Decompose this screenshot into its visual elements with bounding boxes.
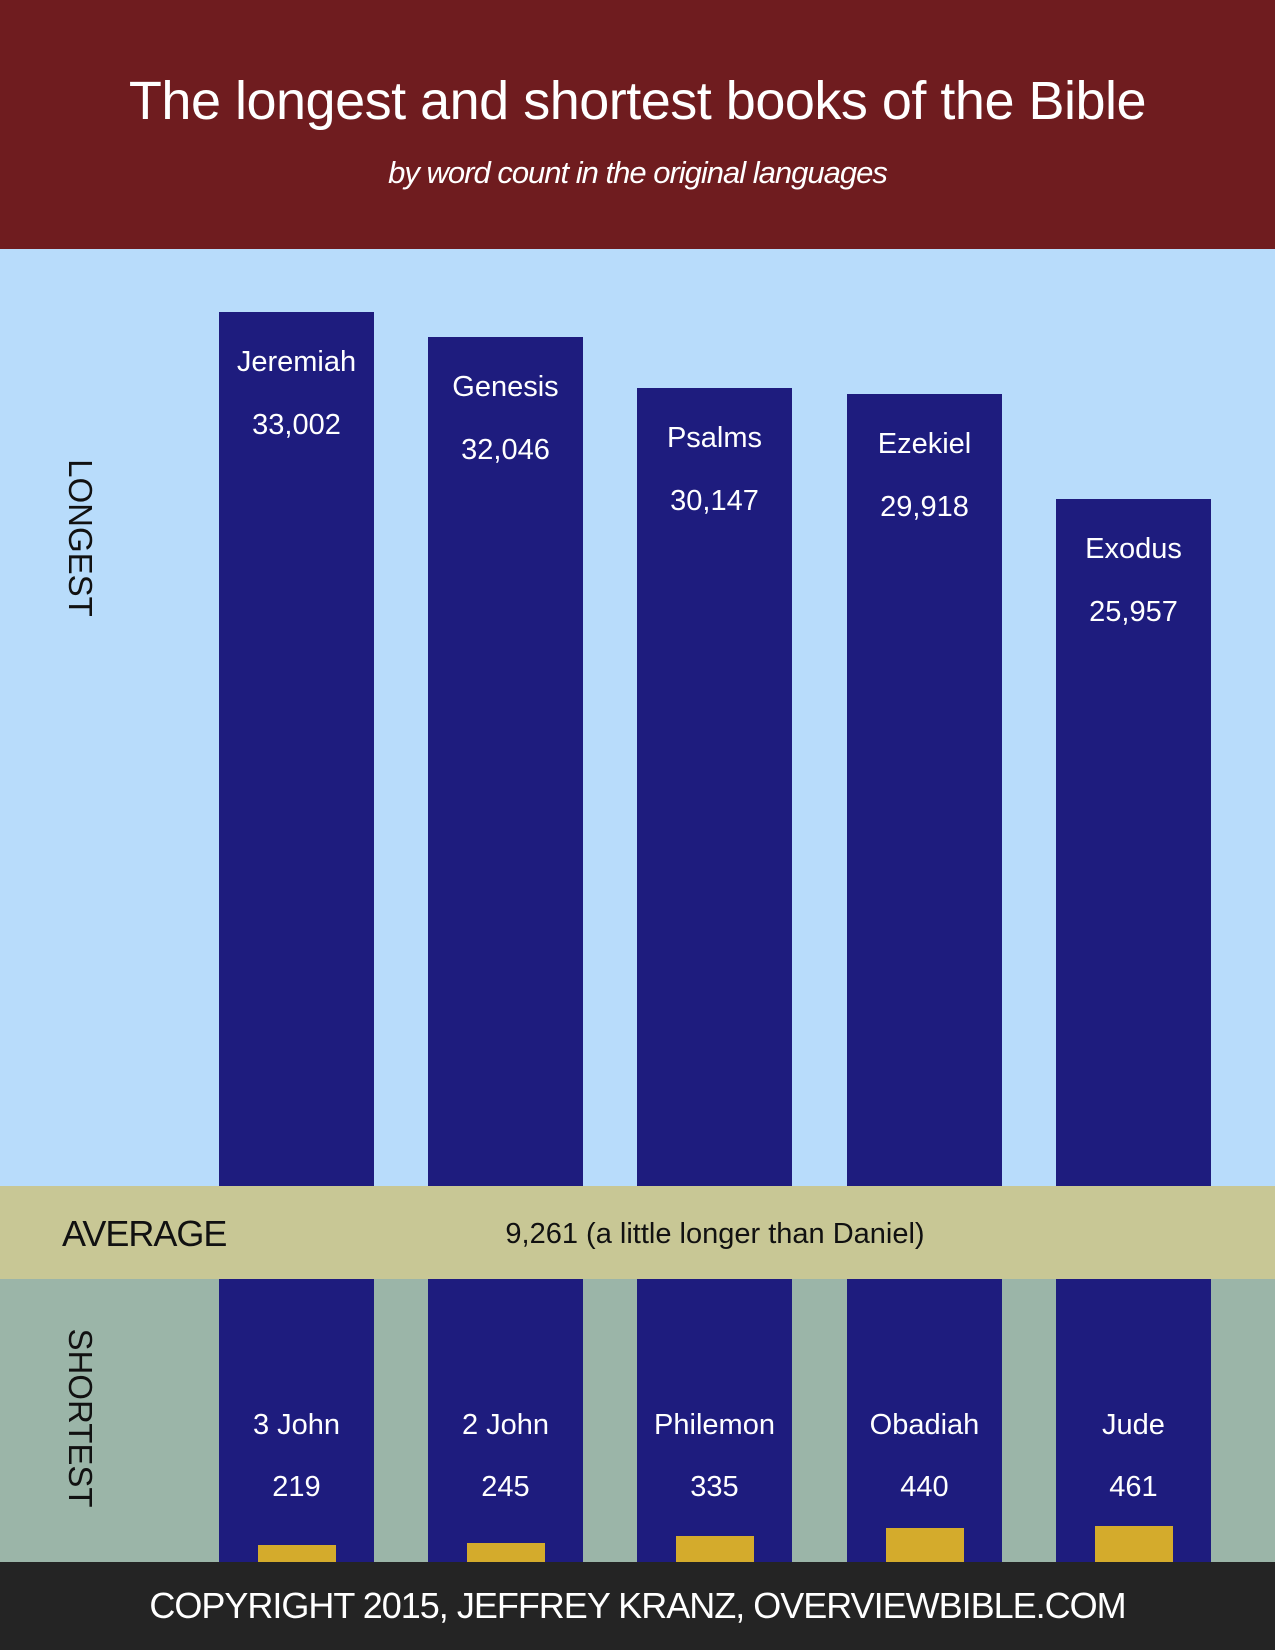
chart-subtitle: by word count in the original languages [388, 155, 888, 190]
bar-value-label: 461 [1109, 1471, 1158, 1503]
longest-label: LONGEST [62, 459, 99, 617]
bar-value-label: 335 [690, 1471, 739, 1503]
bar-shortest-4 [1095, 1526, 1173, 1562]
bar-name-label: Ezekiel [877, 427, 972, 460]
bar-name-label: Genesis [452, 371, 559, 404]
bar-column-shortest-3 [847, 1279, 1002, 1562]
bar-longest-0 [219, 312, 374, 1186]
bar-value-label: 245 [481, 1471, 530, 1503]
bar-name-label: Obadiah [869, 1409, 980, 1441]
bar-name-label: Exodus [1085, 532, 1182, 565]
average-band: AVERAGE 9,261 (a little longer than Dani… [0, 1186, 1275, 1279]
bar-longest-4 [1056, 498, 1211, 1186]
chart-title: The longest and shortest books of the Bi… [128, 71, 1147, 131]
bar-name-label: Philemon [654, 1409, 775, 1441]
bar-value-label: 440 [900, 1471, 949, 1503]
bar-shortest-0 [258, 1544, 336, 1562]
bar-name-label: Jeremiah [236, 346, 357, 378]
bar-name-label: 3 John [252, 1409, 341, 1441]
bar-value-label: 30,147 [670, 484, 759, 517]
average-text: 9,261 (a little longer than Daniel) [505, 1218, 925, 1250]
bar-value-label: 29,918 [880, 490, 969, 523]
bar-longest-3 [847, 393, 1002, 1186]
bar-name-label: Jude [1102, 1409, 1165, 1441]
bar-shortest-1 [467, 1542, 545, 1562]
bar-value-label: 25,957 [1089, 595, 1178, 628]
bar-column-shortest-1 [428, 1279, 583, 1562]
bar-column-shortest-0 [219, 1279, 374, 1562]
shortest-label: SHORTEST [62, 1328, 99, 1508]
bar-column-shortest-2 [637, 1279, 792, 1562]
header: The longest and shortest books of the Bi… [0, 0, 1275, 249]
footer-copyright: COPYRIGHT 2015, JEFFREY KRANZ, OVERVIEWB… [0, 1562, 1275, 1650]
bar-value-label: 33,002 [252, 409, 341, 441]
bar-longest-2 [637, 387, 792, 1186]
bar-shortest-2 [676, 1535, 754, 1562]
bar-longest-1 [428, 337, 583, 1186]
average-label: AVERAGE [62, 1213, 227, 1254]
bar-name-label: 2 John [461, 1409, 550, 1441]
bar-shortest-3 [886, 1527, 964, 1562]
bar-value-label: 219 [272, 1471, 321, 1503]
bar-value-label: 32,046 [461, 434, 550, 467]
bar-name-label: Psalms [666, 421, 763, 454]
bar-column-shortest-4 [1056, 1279, 1211, 1562]
